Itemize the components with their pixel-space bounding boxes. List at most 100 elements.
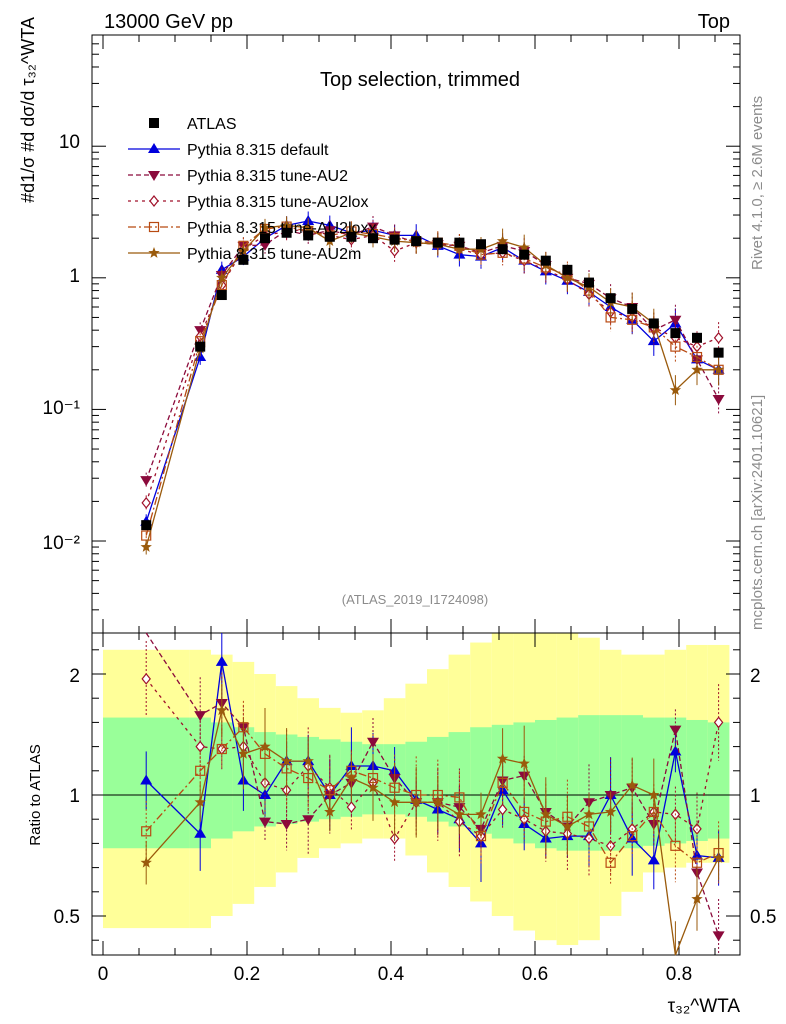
au2m-point xyxy=(259,221,271,233)
axis-ticks xyxy=(92,34,740,955)
au2-point xyxy=(302,815,315,826)
x-tick-0.8: 0.8 xyxy=(666,964,692,985)
au2m-point xyxy=(453,808,466,820)
main-series xyxy=(140,211,725,555)
band-inner-bin xyxy=(211,722,233,839)
atlas-point xyxy=(713,347,724,358)
ratio-plot-frame xyxy=(91,632,741,956)
au2loxx-point xyxy=(670,341,681,352)
atlas-point xyxy=(281,227,292,238)
band-inner-bin xyxy=(664,717,687,844)
au2lox-point xyxy=(346,801,357,814)
au2lox-point xyxy=(713,331,724,344)
x-tick-0.2: 0.2 xyxy=(234,964,260,985)
au2loxx-point xyxy=(670,840,681,851)
au2m-point xyxy=(259,740,271,752)
au2m-point xyxy=(216,704,228,716)
atlas-point xyxy=(216,290,227,301)
au2loxx-point xyxy=(195,765,206,776)
au2lox-point xyxy=(195,740,205,753)
au2loxx-point xyxy=(519,806,530,818)
legend-entry-atlas: ATLAS xyxy=(149,116,237,133)
au2m-point xyxy=(691,363,703,375)
y-main-tick-labels: 10 1 10⁻¹ 10⁻² xyxy=(43,132,81,554)
series-line-3 xyxy=(145,225,719,536)
default-point xyxy=(148,143,160,153)
au2-point xyxy=(712,931,725,942)
au2loxx-point xyxy=(148,221,160,233)
legend: ATLAS Pythia 8.315 default Pythia 8.315 … xyxy=(128,116,376,263)
legend-label-au2lox: Pythia 8.315 tune-AU2lox xyxy=(187,194,368,211)
au2m-point xyxy=(561,820,574,832)
ratio-tick-0.5-right: 0.5 xyxy=(750,907,776,928)
au2m-point xyxy=(496,235,509,246)
au2m-point xyxy=(518,241,530,253)
au2loxx-point xyxy=(141,826,152,837)
au2m-point xyxy=(345,772,358,783)
x-tick-labels: 0 0.2 0.4 0.6 0.8 xyxy=(98,964,693,985)
au2m-point xyxy=(626,779,638,791)
y-tick-10: 10 xyxy=(59,132,80,153)
au2-point xyxy=(148,171,160,181)
atlas-point xyxy=(324,231,335,242)
side-label-rivet: Rivet 4.1.0, ≥ 2.6M events xyxy=(749,96,766,270)
y-ratio-axis-label: Ratio to ATLAS xyxy=(27,744,44,845)
au2m-point xyxy=(669,384,682,395)
au2m-point xyxy=(140,856,152,868)
au2m-point xyxy=(194,796,206,808)
atlas-point xyxy=(303,230,314,241)
ratio-line-4 xyxy=(145,708,720,956)
plot-title: Top selection, trimmed xyxy=(320,69,520,91)
legend-label-au2m: Pythia 8.315 tune-AU2m xyxy=(187,246,361,263)
au2m-point xyxy=(712,363,725,375)
band-inner-bin xyxy=(686,719,708,841)
au2m-point xyxy=(432,796,444,808)
au2-point xyxy=(712,394,725,405)
au2m-point xyxy=(540,808,552,820)
band-inner-bin xyxy=(707,722,730,839)
atlas-point xyxy=(389,234,400,245)
y-tick-0.1: 10⁻¹ xyxy=(43,398,81,419)
au2loxx-point xyxy=(627,831,638,842)
atlas-point xyxy=(562,264,573,275)
au2m-point xyxy=(237,245,250,256)
process-label: Top xyxy=(698,11,730,33)
atlas-point xyxy=(627,303,638,314)
au2lox-point xyxy=(141,672,151,685)
atlas-point xyxy=(346,231,357,242)
atlas-point xyxy=(195,341,206,352)
x-tick-0.6: 0.6 xyxy=(522,964,548,985)
legend-label-atlas: ATLAS xyxy=(187,116,237,133)
ratio-tick-1-left: 1 xyxy=(69,786,80,807)
au2-point xyxy=(259,240,271,251)
au2m-point xyxy=(280,219,293,231)
au2lox-point xyxy=(149,195,159,207)
atlas-point xyxy=(584,277,594,288)
au2m-point xyxy=(280,755,293,766)
x-tick-0.4: 0.4 xyxy=(378,964,405,985)
atlas-point xyxy=(540,255,551,266)
au2m-point xyxy=(410,796,422,808)
au2m-point xyxy=(148,247,160,258)
au2m-point xyxy=(583,808,595,820)
ratio-line-3 xyxy=(145,726,719,864)
ratio-tick-2-left: 2 xyxy=(69,666,80,687)
au2lox-point xyxy=(713,716,724,729)
au2m-point xyxy=(216,271,228,283)
energy-label: 13000 GeV pp xyxy=(104,11,233,33)
ratio-series xyxy=(140,632,725,956)
x-tick-0: 0 xyxy=(98,964,109,985)
atlas-point xyxy=(476,239,486,250)
legend-label-au2: Pythia 8.315 tune-AU2 xyxy=(187,168,348,185)
atlas-point xyxy=(368,233,378,244)
au2m-point xyxy=(475,808,487,820)
atlas-point xyxy=(260,233,270,244)
x-axis-label: τ₃₂^WTA xyxy=(668,996,741,1017)
legend-label-au2loxx: Pythia 8.315 tune-AU2loxx xyxy=(187,220,376,237)
atlas-point xyxy=(411,236,422,247)
au2m-point xyxy=(453,243,466,254)
default-point xyxy=(647,854,660,865)
au2m-point xyxy=(712,851,725,863)
y-main-axis-label: #d1/σ #d dσ/d τ₃₂^WTA xyxy=(18,17,38,203)
legend-entry-au2m: Pythia 8.315 tune-AU2m xyxy=(128,246,361,263)
